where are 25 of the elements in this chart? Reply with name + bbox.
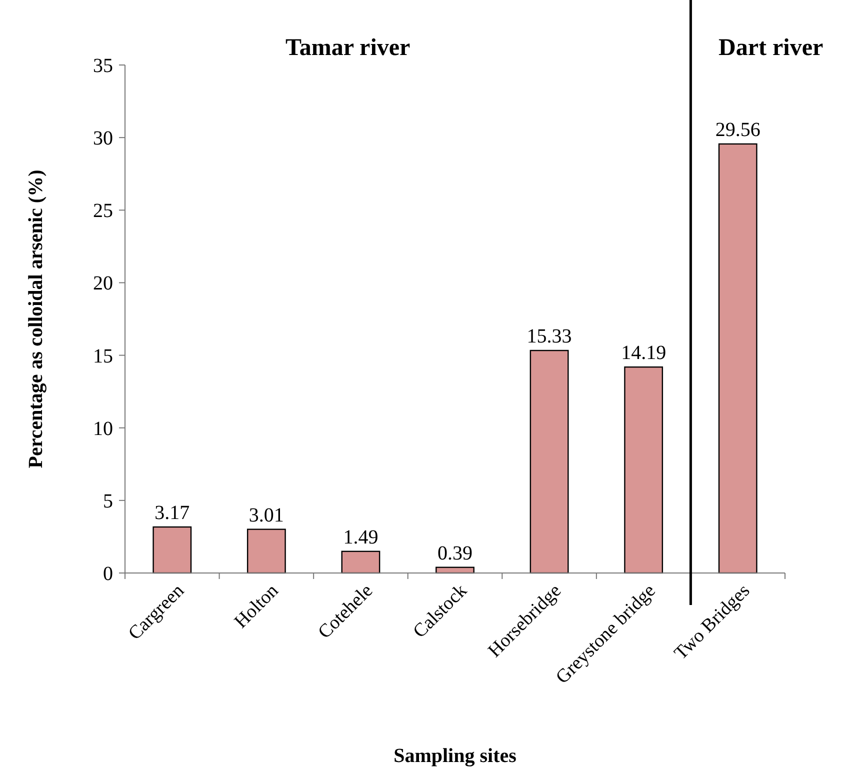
text: Tamar river [286,35,411,61]
y-tick-label: 0 [103,563,113,585]
data-label: 14.19 [621,342,666,364]
bar [530,350,569,574]
y-axis-title: Percentage as colloidal arsenic (%) [25,170,47,468]
data-label: 3.01 [248,504,284,526]
data-label: 1.49 [343,526,378,548]
y-tick-label: 10 [93,418,113,440]
y-tick-label: 25 [93,200,113,222]
bar [624,366,664,574]
bar [152,526,192,574]
data-label: 29.56 [715,118,760,141]
text: Dart river [718,35,824,61]
y-tick-label: 35 [93,55,113,77]
bar [246,528,286,574]
y-tick-label: 30 [93,128,113,150]
data-label: 15.33 [526,325,572,348]
bar [341,550,380,574]
bar [718,143,758,574]
y-tick-label: 5 [103,490,113,512]
data-label: 3.17 [154,502,190,524]
y-tick-label: 15 [93,345,113,368]
data-label: 0.39 [438,542,472,564]
x-axis-title: Sampling sites [394,745,517,767]
y-tick-label: 20 [93,272,113,295]
